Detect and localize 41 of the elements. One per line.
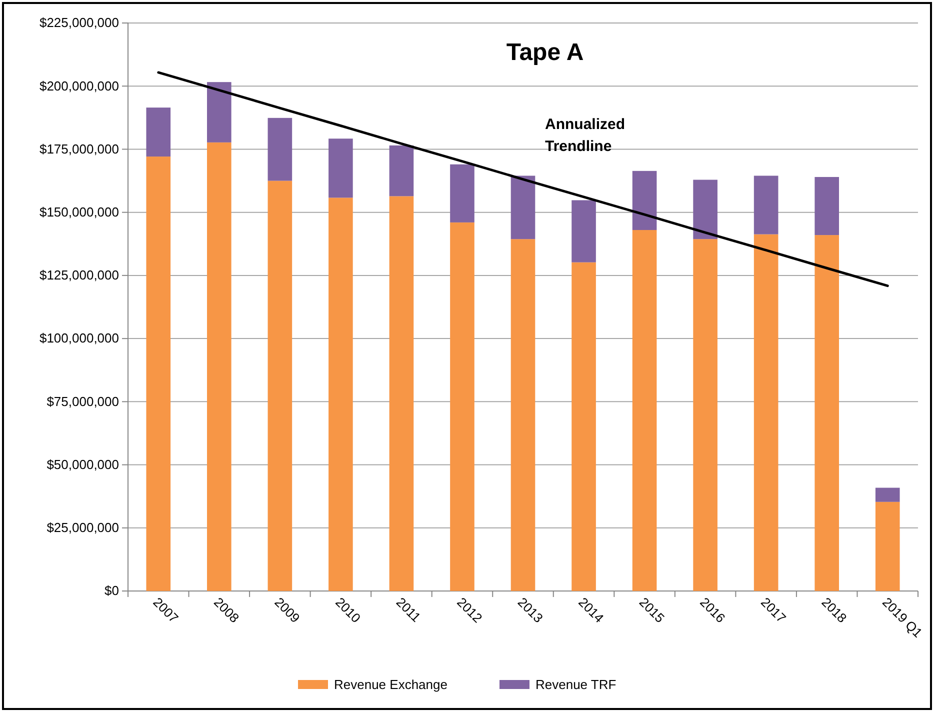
bar <box>450 222 474 591</box>
bar <box>146 108 171 157</box>
y-tick-label: $150,000,000 <box>39 204 119 220</box>
annotation: Annualized Trendline <box>545 116 626 155</box>
bar <box>814 235 839 591</box>
bar <box>207 142 232 591</box>
y-tick-label: $75,000,000 <box>46 394 119 409</box>
bar <box>875 502 900 591</box>
y-tick-label: $0 <box>104 583 119 598</box>
bar <box>632 170 657 230</box>
bar <box>450 164 474 222</box>
legend-label: Revenue Exchange <box>334 677 448 692</box>
bar <box>510 176 536 240</box>
y-tick-label: $125,000,000 <box>39 268 119 283</box>
bar <box>328 138 353 198</box>
bar <box>632 230 657 591</box>
bar <box>389 196 414 591</box>
bar <box>754 176 778 234</box>
y-tick-label: $175,000,000 <box>39 141 119 156</box>
y-tick-label: $25,000,000 <box>46 520 119 536</box>
bar <box>814 176 839 236</box>
bar <box>754 234 778 591</box>
bar <box>207 82 232 142</box>
text: Tape A <box>506 39 584 66</box>
bar <box>693 239 718 591</box>
bar <box>572 262 596 591</box>
y-tick-label: $100,000,000 <box>39 330 119 346</box>
legend-label: Revenue TRF <box>535 677 616 692</box>
line-series <box>157 71 889 288</box>
bar <box>693 180 718 240</box>
bar <box>389 145 414 196</box>
bar <box>510 239 536 591</box>
y-tick-label: $50,000,000 <box>46 456 119 472</box>
bar <box>268 118 292 181</box>
bar <box>328 198 353 591</box>
bar <box>572 200 596 262</box>
bar <box>875 488 900 502</box>
y-tick-label: $200,000,000 <box>39 78 119 94</box>
bar <box>268 180 292 591</box>
y-tick-label: $225,000,000 <box>39 15 119 30</box>
bar <box>146 156 171 591</box>
